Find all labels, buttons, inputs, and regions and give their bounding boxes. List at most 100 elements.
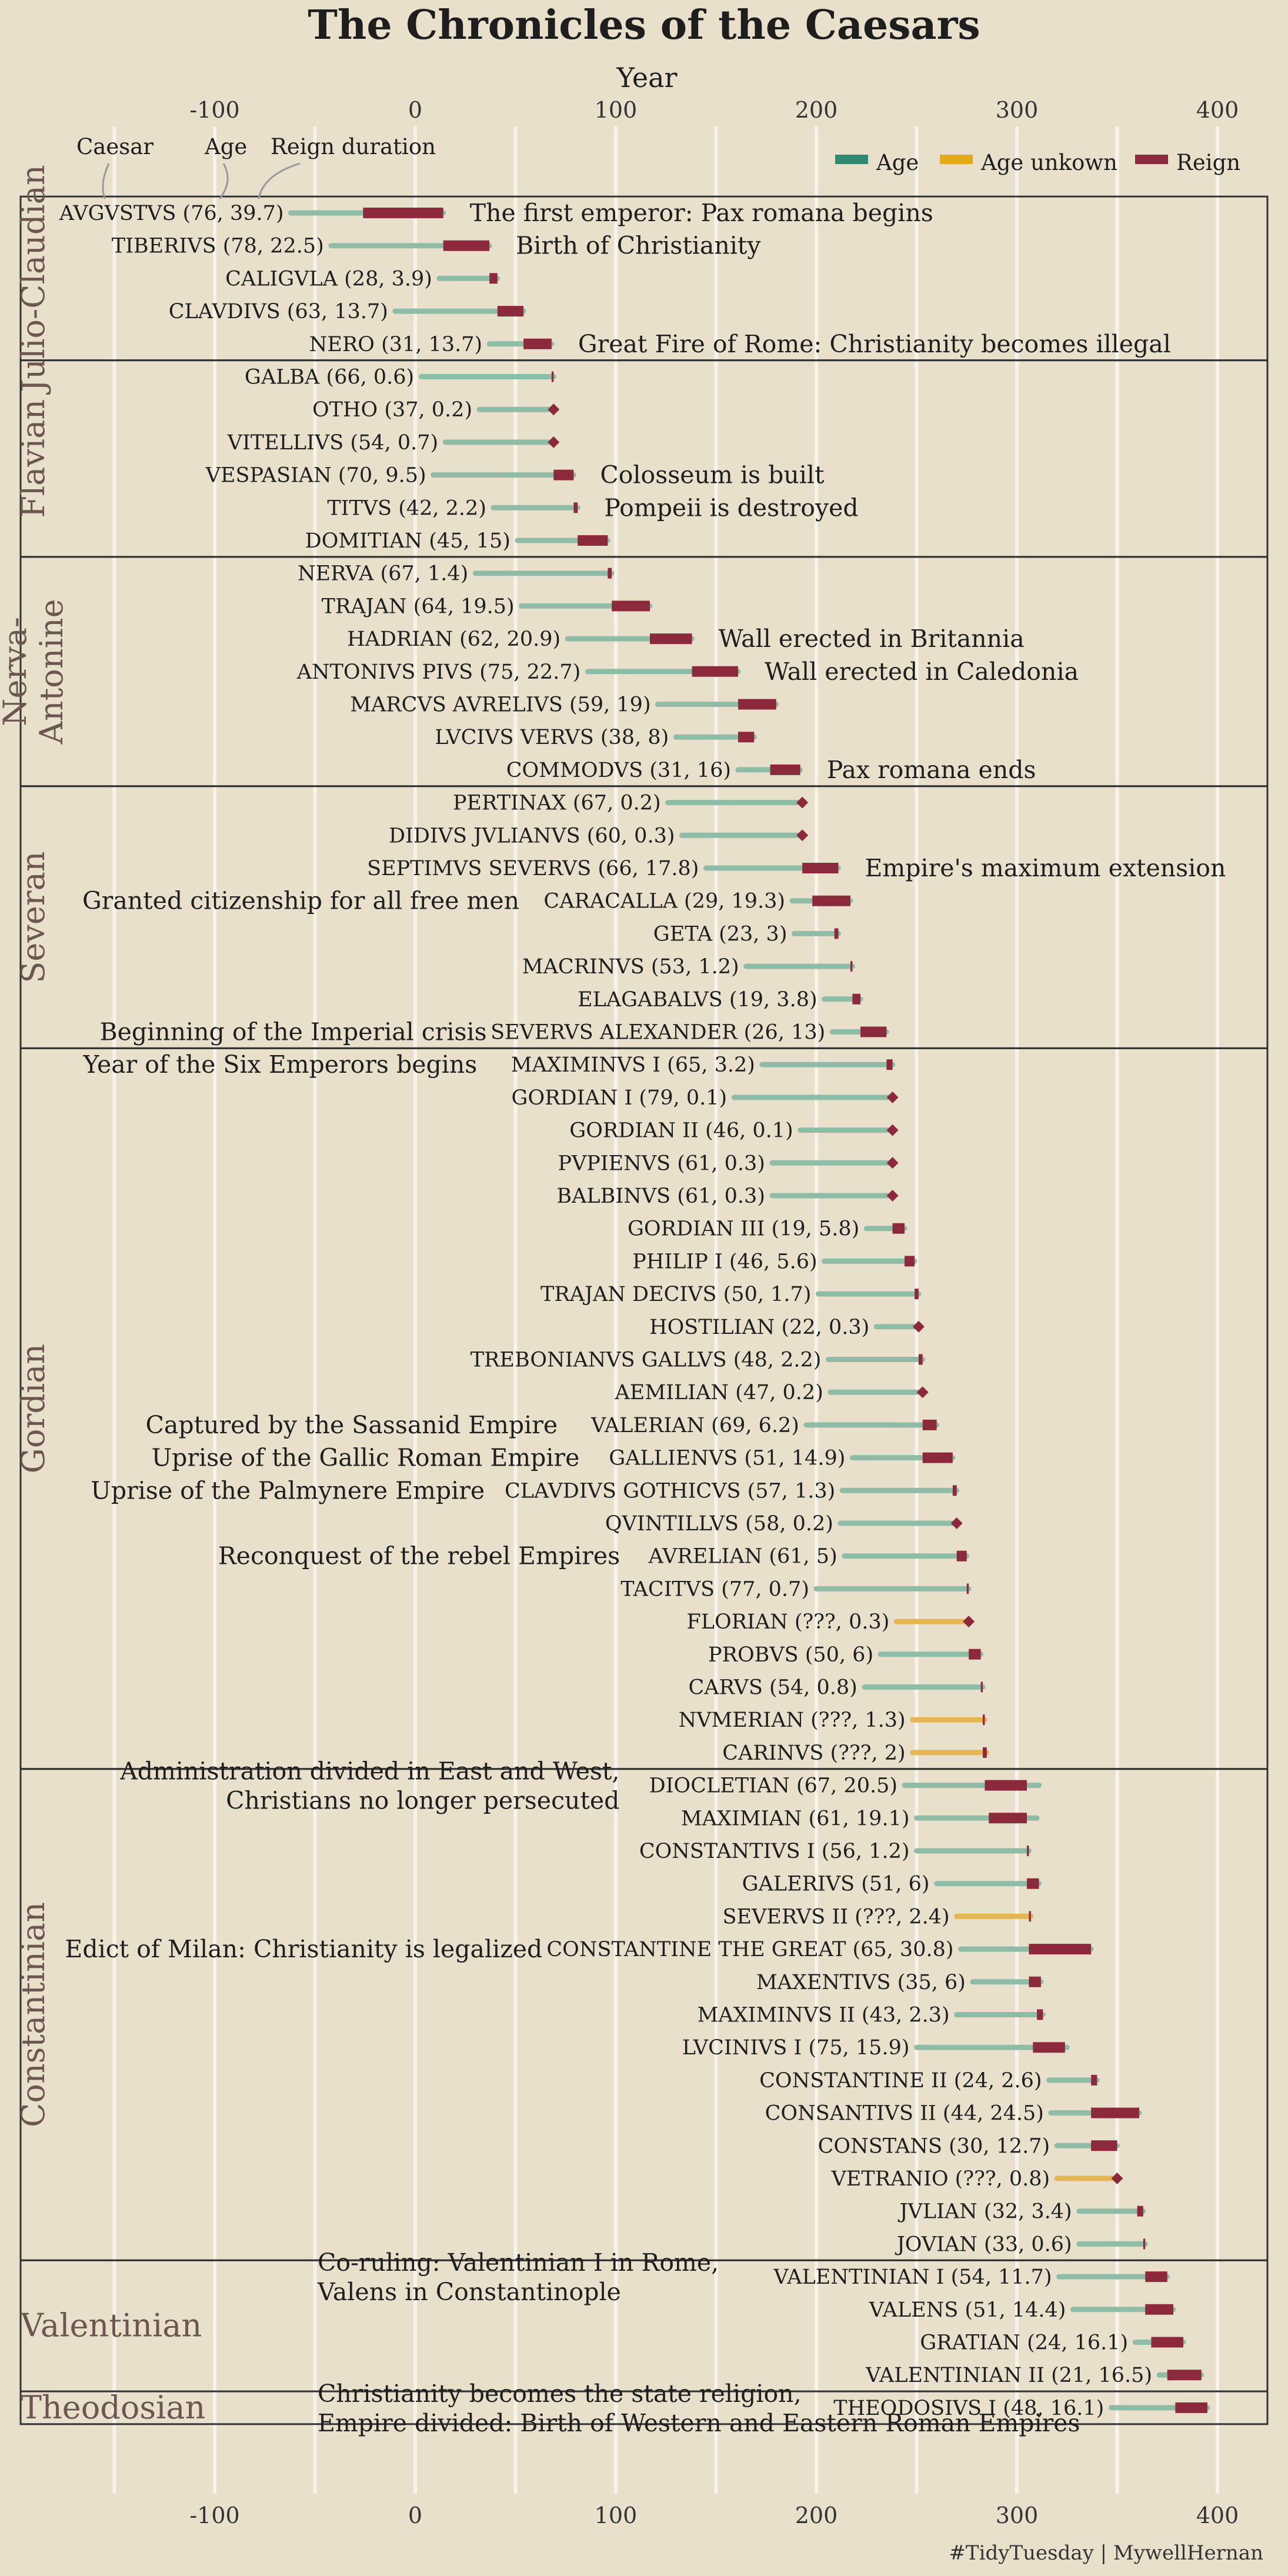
emperor-label: HADRIAN (62, 20.9) xyxy=(347,628,560,651)
annotation-text: Edict of Milan: Christianity is legalize… xyxy=(65,1935,542,1963)
legend-label: Age unkown xyxy=(980,150,1117,175)
tick-label-bottom: 100 xyxy=(595,2502,638,2528)
emperor-label: CONSTANS (30, 12.7) xyxy=(818,2134,1050,2158)
era-label: Antonine xyxy=(33,599,70,745)
emperor-label: TREBONIANVS GALLVS (48, 2.2) xyxy=(471,1349,822,1372)
key-arrow-reign xyxy=(258,162,301,199)
annotation-text: Reconquest of the rebel Empires xyxy=(218,1542,620,1570)
annotation-text: Beginning of the Imperial crisis xyxy=(99,1018,486,1046)
emperor-label: SEPTIMVS SEVERVS (66, 17.8) xyxy=(367,857,699,880)
emperor-label: VALENTINIAN I (54, 11.7) xyxy=(773,2265,1052,2289)
emperor-label: AVRELIAN (61, 5) xyxy=(648,1545,837,1569)
emperor-label: BALBINVS (61, 0.3) xyxy=(556,1184,765,1208)
emperor-label: VALENS (51, 14.4) xyxy=(869,2298,1066,2322)
key-caesar-label: Caesar xyxy=(76,134,154,159)
annotation-text: The first emperor: Pax romana begins xyxy=(470,199,933,227)
emperor-label: SEVERVS II (???, 2.4) xyxy=(723,1905,950,1928)
annotation-text: Valens in Constantinople xyxy=(317,2278,621,2306)
era-label: Theodosian xyxy=(21,2389,205,2426)
emperor-label: PVPIENVS (61, 0.3) xyxy=(558,1152,765,1175)
tick-label-top: 0 xyxy=(408,97,422,123)
reign-marker xyxy=(548,403,560,416)
emperor-label: QVINTILLVS (58, 0.2) xyxy=(605,1512,833,1536)
era-label: Flavian xyxy=(15,399,52,518)
emperor-label: MACRINVS (53, 1.2) xyxy=(522,955,739,979)
emperor-label: VITELLIVS (54, 0.7) xyxy=(227,431,438,455)
key-age-label: Age xyxy=(204,134,247,159)
emperor-label: MAXIMINVS II (43, 2.3) xyxy=(698,2004,950,2027)
tick-label-bottom: 200 xyxy=(795,2502,838,2528)
annotation-text: Administration divided in East and West, xyxy=(119,1757,619,1786)
emperor-label: PHILIP I (46, 5.6) xyxy=(632,1250,817,1273)
emperor-label: NERVA (67, 1.4) xyxy=(298,562,468,586)
key-arrow-age xyxy=(219,163,229,199)
emperor-label: VESPASIAN (70, 9.5) xyxy=(205,464,426,488)
era-label: Julio-Claudian xyxy=(15,165,52,395)
key-arrow-caesar xyxy=(102,163,110,199)
annotation-text: Colosseum is built xyxy=(600,461,825,489)
era-label: Valentinian xyxy=(20,2307,202,2344)
era-label: Gordian xyxy=(15,1344,52,1473)
x-axis-title: Year xyxy=(616,62,677,94)
emperor-label: ANTONIVS PIVS (75, 22.7) xyxy=(296,660,581,684)
reign-marker xyxy=(1111,2173,1123,2184)
annotation-text: Christianity becomes the state religion, xyxy=(318,2380,802,2408)
reading-key: Caesar Age Reign duration xyxy=(76,134,436,199)
annotation-text: Wall erected in Caledonia xyxy=(765,658,1079,686)
emperor-label: VETRANIO (???, 0.8) xyxy=(831,2167,1050,2191)
reign-marker xyxy=(963,1616,975,1628)
emperor-label: PERTINAX (67, 0.2) xyxy=(453,792,661,815)
emperor-bars xyxy=(288,208,1210,2413)
emperor-label: CARVS (54, 0.8) xyxy=(689,1676,857,1700)
emperor-label: LVCIVS VERVS (38, 8) xyxy=(435,726,669,749)
legend-swatch xyxy=(835,155,868,164)
annotation-text: Wall erected in Britannia xyxy=(719,625,1025,653)
emperor-label: OTHO (37, 0.2) xyxy=(312,398,472,422)
emperor-label: DIDIVS JVLIANVS (60, 0.3) xyxy=(389,824,675,847)
legend-label: Reign xyxy=(1176,150,1240,175)
emperor-label: GALBA (66, 0.6) xyxy=(245,366,414,389)
tick-label-bottom: 300 xyxy=(996,2502,1039,2528)
reign-marker xyxy=(796,829,809,842)
emperor-label: SEVERVS ALEXANDER (26, 13) xyxy=(490,1021,825,1045)
reign-marker xyxy=(950,1517,963,1529)
emperor-label: MAXIMIAN (61, 19.1) xyxy=(681,1807,910,1830)
emperor-label: DOMITIAN (45, 15) xyxy=(305,529,510,553)
emperor-label: AEMILIAN (47, 0.2) xyxy=(615,1381,823,1404)
annotation-text: Uprise of the Palmynere Empire xyxy=(91,1476,485,1504)
emperor-label: NVMERIAN (???, 1.3) xyxy=(679,1709,906,1732)
reign-marker xyxy=(796,796,809,809)
annotation-text: Year of the Six Emperors begins xyxy=(82,1050,477,1079)
emperor-label: GALERIVS (51, 6) xyxy=(742,1873,930,1896)
emperor-label: JOVIAN (33, 0.6) xyxy=(895,2233,1072,2256)
tick-label-top: -100 xyxy=(189,97,239,123)
emperor-label: DIOCLETIAN (67, 20.5) xyxy=(649,1774,897,1798)
annotation-text: Empire's maximum extension xyxy=(865,854,1226,882)
chart-title: The Chronicles of the Caesars xyxy=(308,2,980,49)
emperor-label: CONSTANTIVS I (56, 1.2) xyxy=(639,1840,910,1863)
emperor-label: GORDIAN I (79, 0.1) xyxy=(512,1086,728,1110)
emperor-label: JVLIAN (32, 3.4) xyxy=(898,2200,1072,2224)
emperor-label: CONSANTIVS II (44, 24.5) xyxy=(765,2102,1044,2125)
emperor-label: MAXENTIVS (35, 6) xyxy=(756,1971,966,1994)
emperor-label: CONSTANTINE II (24, 2.6) xyxy=(759,2069,1042,2093)
tick-label-bottom: 0 xyxy=(408,2502,422,2528)
emperor-label: ELAGABALVS (19, 3.8) xyxy=(578,988,817,1012)
grid-lines xyxy=(112,126,1219,2494)
annotation-text: Captured by the Sassanid Empire xyxy=(146,1411,558,1439)
emperor-label: THEODOSIVS I (48, 16.1) xyxy=(833,2397,1104,2420)
emperor-label: CALIGVLA (28, 3.9) xyxy=(225,267,432,291)
emperor-label: FLORIAN (???, 0.3) xyxy=(686,1610,889,1634)
emperor-label: TRAJAN DECIVS (50, 1.7) xyxy=(540,1283,811,1306)
emperor-label: VALERIAN (69, 6.2) xyxy=(590,1414,799,1437)
tick-label-top: 100 xyxy=(595,97,638,123)
reign-marker xyxy=(548,436,560,448)
annotations: The first emperor: Pax romana begins Birt… xyxy=(65,199,1226,2437)
emperor-label: AVGVSTVS (76, 39.7) xyxy=(59,202,284,225)
emperor-label: CARACALLA (29, 19.3) xyxy=(543,890,785,913)
annotation-text: Empire divided: Birth of Western and Eas… xyxy=(318,2409,1080,2437)
era-panel xyxy=(19,2390,1269,2425)
emperor-label: CLAVDIVS GOTHICVS (57, 1.3) xyxy=(505,1479,835,1503)
tick-label-top: 400 xyxy=(1196,97,1239,123)
